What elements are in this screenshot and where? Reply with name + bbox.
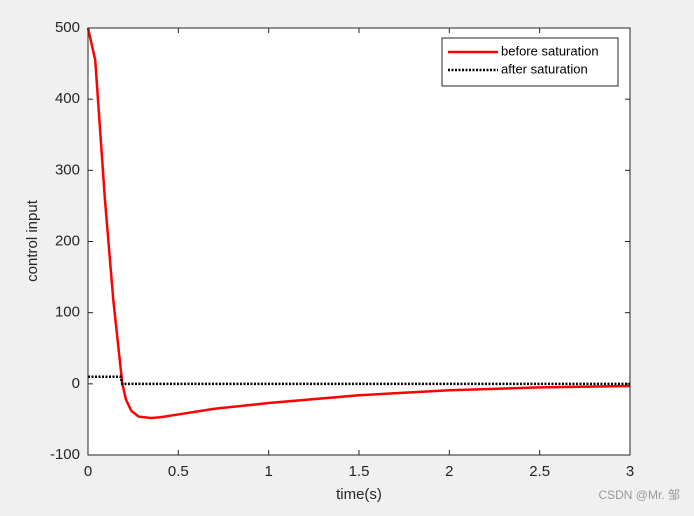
y-tick-label: -100 (50, 446, 80, 463)
y-tick-label: 200 (55, 232, 80, 249)
legend-label: after saturation (501, 61, 588, 76)
x-tick-label: 2 (445, 463, 453, 480)
y-axis-label: control input (24, 199, 41, 282)
x-tick-label: 0 (84, 463, 92, 480)
x-tick-label: 0.5 (168, 463, 189, 480)
axes-box (87, 27, 631, 456)
series-line (88, 375, 630, 386)
legend-label: before saturation (501, 43, 599, 58)
x-tick-label: 1 (264, 463, 272, 480)
plot-area (88, 28, 630, 455)
y-tick-label: 300 (55, 161, 80, 178)
y-tick-label: 100 (55, 304, 80, 321)
y-tick-label: 0 (72, 375, 80, 392)
watermark: CSDN @Mr. 邹 (598, 488, 680, 502)
x-tick-label: 1.5 (349, 463, 370, 480)
legend-box (441, 37, 619, 87)
x-tick-label: 2.5 (529, 463, 550, 480)
x-axis-label: time(s) (336, 486, 382, 503)
series-line (86, 27, 631, 420)
y-tick-label: 400 (55, 90, 80, 107)
x-tick-label: 3 (626, 463, 634, 480)
y-tick-label: 500 (55, 19, 80, 36)
